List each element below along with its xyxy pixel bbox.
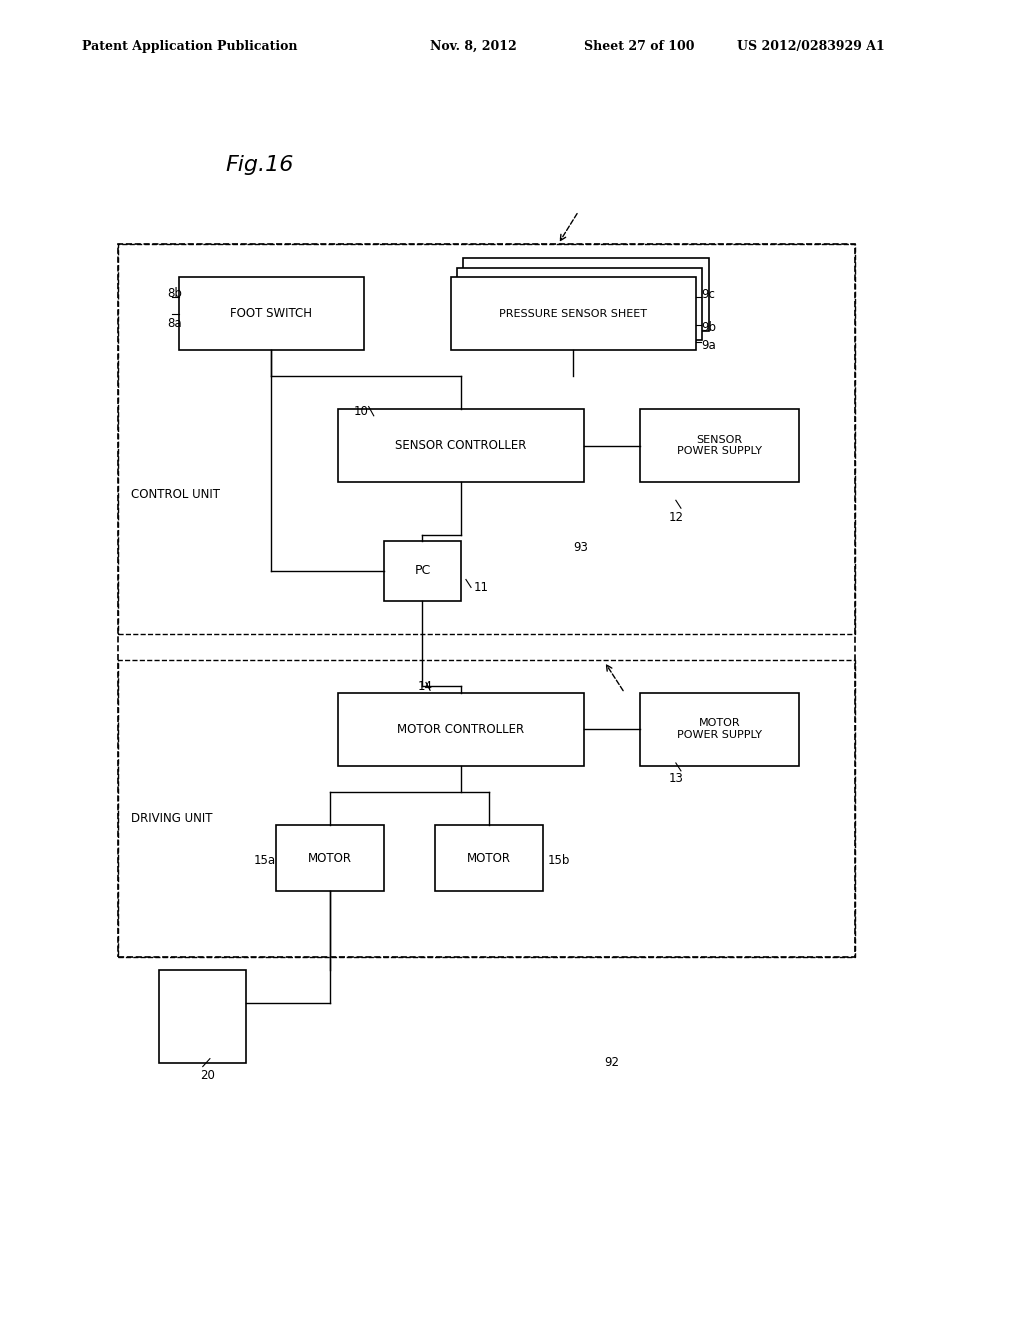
Text: 15b: 15b [548,854,570,867]
Text: CONTROL UNIT: CONTROL UNIT [131,488,220,502]
Text: SENSOR
POWER SUPPLY: SENSOR POWER SUPPLY [677,434,762,457]
Text: Fig.16: Fig.16 [225,154,294,176]
FancyBboxPatch shape [457,268,702,341]
Text: SENSOR CONTROLLER: SENSOR CONTROLLER [395,440,526,451]
FancyBboxPatch shape [179,277,364,350]
FancyBboxPatch shape [338,693,584,766]
FancyBboxPatch shape [640,693,799,766]
Text: 9b: 9b [701,321,717,334]
Text: 9c: 9c [701,288,716,301]
Text: 8b: 8b [167,286,182,300]
Text: US 2012/0283929 A1: US 2012/0283929 A1 [737,40,885,53]
FancyBboxPatch shape [338,409,584,482]
Text: DRIVING UNIT: DRIVING UNIT [131,812,213,825]
FancyBboxPatch shape [451,277,696,350]
Text: 8a: 8a [167,317,181,330]
Text: 15a: 15a [254,854,276,867]
FancyBboxPatch shape [384,541,461,601]
Text: MOTOR: MOTOR [308,851,352,865]
Text: 13: 13 [669,772,684,785]
FancyBboxPatch shape [276,825,384,891]
Text: 12: 12 [669,511,684,524]
Text: 20: 20 [200,1069,215,1082]
Text: 14: 14 [418,680,433,693]
Text: MOTOR
POWER SUPPLY: MOTOR POWER SUPPLY [677,718,762,741]
Text: PRESSURE SENSOR SHEET: PRESSURE SENSOR SHEET [500,309,647,318]
Text: Patent Application Publication: Patent Application Publication [82,40,297,53]
FancyBboxPatch shape [159,970,246,1063]
Text: 92: 92 [604,1056,620,1069]
Text: 11: 11 [474,581,489,594]
Text: Nov. 8, 2012: Nov. 8, 2012 [430,40,517,53]
Text: Sheet 27 of 100: Sheet 27 of 100 [584,40,694,53]
Text: 93: 93 [573,541,589,554]
FancyBboxPatch shape [463,259,709,331]
Text: PC: PC [415,565,430,577]
Text: 10: 10 [353,405,369,418]
Text: FOOT SWITCH: FOOT SWITCH [230,308,312,319]
FancyBboxPatch shape [435,825,543,891]
FancyBboxPatch shape [640,409,799,482]
Text: 9a: 9a [701,339,716,352]
Text: MOTOR: MOTOR [467,851,511,865]
Text: MOTOR CONTROLLER: MOTOR CONTROLLER [397,723,524,735]
